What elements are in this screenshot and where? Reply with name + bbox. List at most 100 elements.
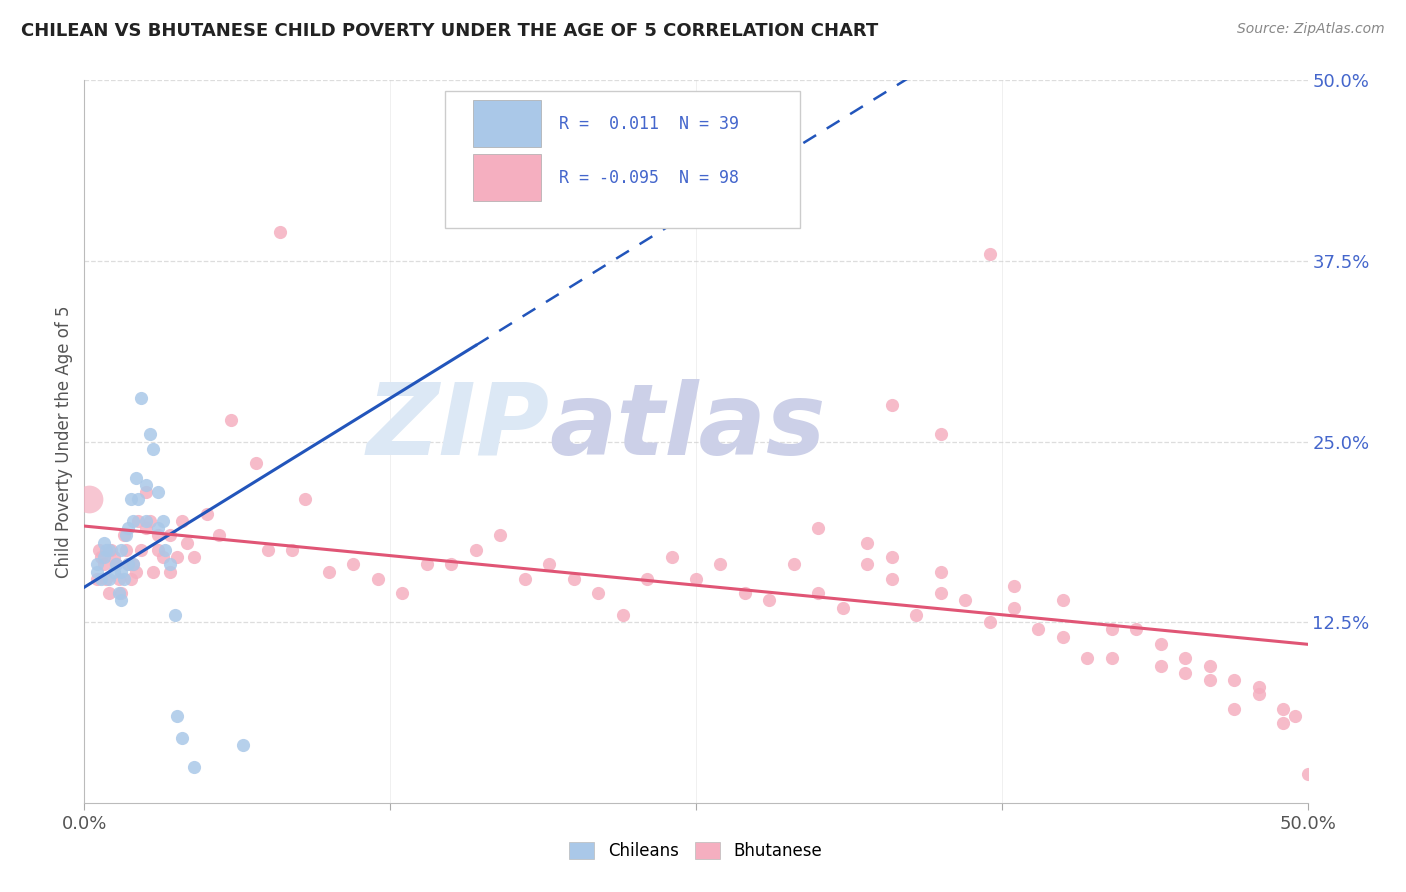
Point <box>929 565 952 579</box>
Point <box>77 492 100 507</box>
Point <box>105 558 128 572</box>
Point <box>103 550 125 565</box>
Point <box>538 558 561 572</box>
Point <box>367 572 389 586</box>
Point <box>1247 680 1270 694</box>
Point <box>219 413 242 427</box>
Point <box>1223 702 1246 716</box>
Point <box>87 542 110 557</box>
Point <box>159 558 181 572</box>
FancyBboxPatch shape <box>446 91 800 228</box>
Point <box>1296 767 1319 781</box>
Point <box>1002 579 1025 593</box>
Point <box>120 572 142 586</box>
Point <box>166 550 188 565</box>
Point <box>636 572 658 586</box>
Point <box>1052 593 1074 607</box>
Point <box>115 528 138 542</box>
Point <box>90 572 112 586</box>
Text: R =  0.011  N = 39: R = 0.011 N = 39 <box>560 115 740 133</box>
Text: CHILEAN VS BHUTANESE CHILD POVERTY UNDER THE AGE OF 5 CORRELATION CHART: CHILEAN VS BHUTANESE CHILD POVERTY UNDER… <box>21 22 879 40</box>
Point <box>125 470 148 484</box>
Point <box>172 731 194 745</box>
Point <box>612 607 634 622</box>
Point <box>159 565 181 579</box>
Point <box>880 572 903 586</box>
Point <box>122 558 145 572</box>
Point <box>1002 600 1025 615</box>
Point <box>1223 673 1246 687</box>
Point <box>110 586 132 600</box>
Point <box>110 542 132 557</box>
Point <box>129 542 152 557</box>
Point <box>117 521 139 535</box>
Point <box>269 225 291 239</box>
Point <box>1272 702 1295 716</box>
Point <box>734 586 756 600</box>
Point <box>685 572 707 586</box>
Point <box>142 565 165 579</box>
Point <box>880 398 903 412</box>
Point <box>257 542 280 557</box>
Point <box>489 528 512 542</box>
Point <box>661 550 683 565</box>
FancyBboxPatch shape <box>474 100 541 147</box>
Point <box>117 558 139 572</box>
Point <box>856 558 879 572</box>
Point <box>783 558 806 572</box>
Point <box>929 586 952 600</box>
Point <box>103 565 125 579</box>
Point <box>135 521 157 535</box>
Point <box>195 507 218 521</box>
Point <box>127 492 149 507</box>
Point <box>135 514 157 528</box>
Point <box>107 572 129 586</box>
Point <box>1247 687 1270 701</box>
Point <box>93 550 115 565</box>
FancyBboxPatch shape <box>474 154 541 202</box>
Point <box>176 535 198 549</box>
Point <box>93 535 115 549</box>
Point <box>1150 637 1173 651</box>
Point <box>110 593 132 607</box>
Point <box>1101 623 1123 637</box>
Point <box>440 558 463 572</box>
Point <box>1272 716 1295 731</box>
Text: atlas: atlas <box>550 378 825 475</box>
Point <box>1028 623 1050 637</box>
Point <box>110 565 132 579</box>
Point <box>166 709 188 723</box>
Point <box>122 514 145 528</box>
Point <box>97 542 120 557</box>
Point <box>122 558 145 572</box>
Point <box>1101 651 1123 665</box>
Point <box>90 550 112 565</box>
Point <box>953 593 976 607</box>
Point <box>391 586 413 600</box>
Point <box>807 586 830 600</box>
Point <box>86 558 108 572</box>
Point <box>112 572 135 586</box>
Point <box>586 586 609 600</box>
Point <box>146 485 169 500</box>
Point <box>464 542 486 557</box>
Point <box>159 528 181 542</box>
Point <box>979 246 1001 260</box>
Point <box>127 514 149 528</box>
Point <box>146 542 169 557</box>
Point <box>245 456 267 470</box>
Point <box>856 535 879 549</box>
Point <box>129 391 152 405</box>
Point <box>294 492 316 507</box>
Point <box>1174 665 1197 680</box>
Point <box>125 565 148 579</box>
Point <box>831 600 853 615</box>
Point <box>135 478 157 492</box>
Point <box>142 442 165 456</box>
Point <box>342 558 364 572</box>
Point <box>96 542 118 557</box>
Point <box>318 565 340 579</box>
Point <box>163 607 186 622</box>
Point <box>281 542 304 557</box>
Point <box>146 528 169 542</box>
